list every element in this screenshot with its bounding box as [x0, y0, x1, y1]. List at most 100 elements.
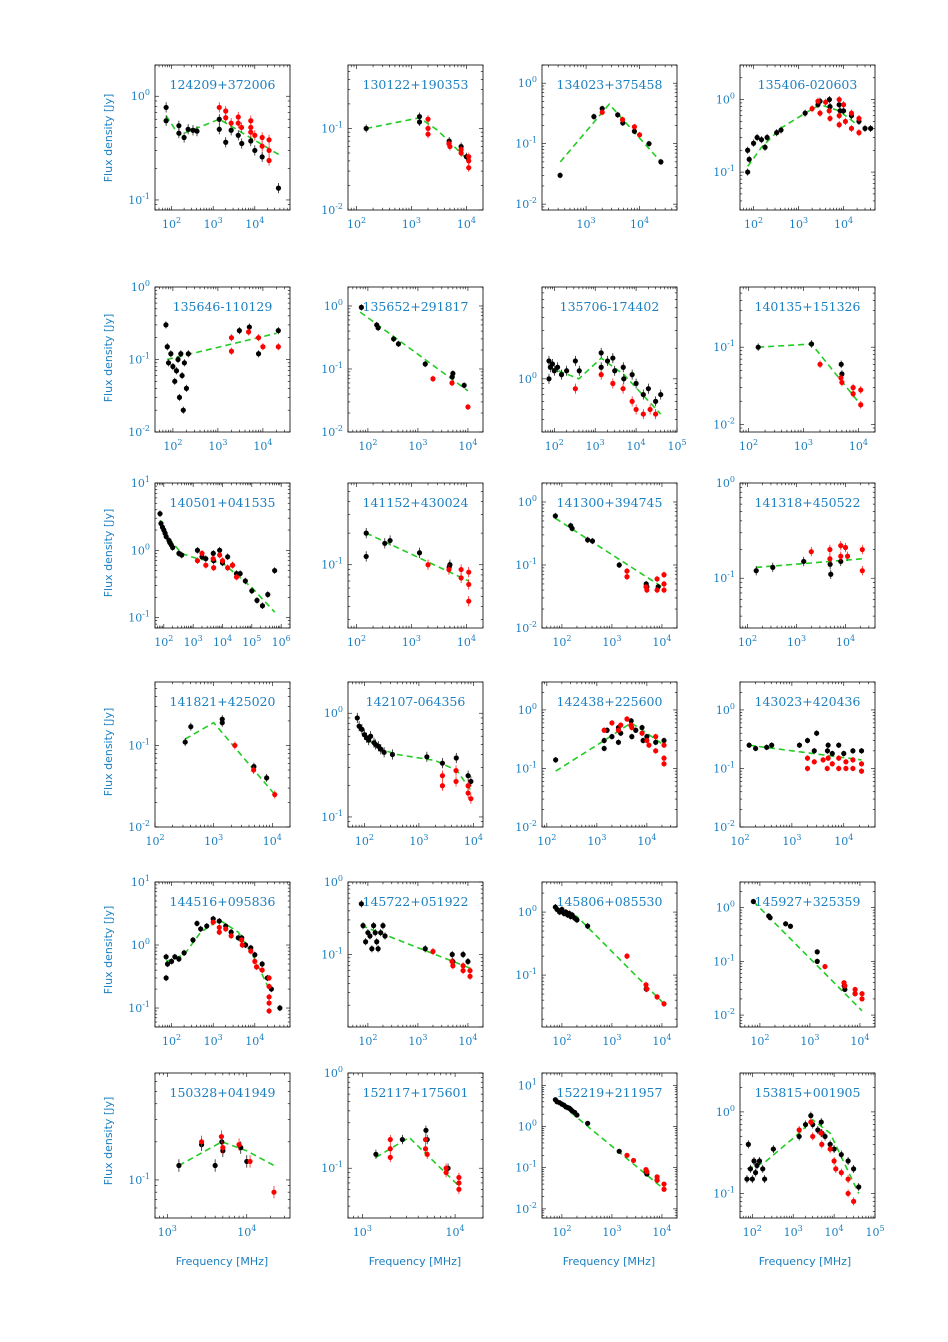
panel-4-point-black — [750, 140, 757, 146]
panel-19-ytick-label: 10-1 — [515, 967, 537, 982]
panel-4-point-red — [856, 130, 862, 136]
panel-9-point-black — [210, 550, 216, 556]
panel-18-point-black — [449, 951, 455, 958]
panel-7-point-black — [564, 368, 570, 374]
panel-10-xtick-label: 103 — [402, 634, 421, 649]
panel-17-point-black — [164, 961, 171, 967]
panel-5-point-black — [173, 368, 180, 374]
panel-9-ytick-label: 10-1 — [128, 610, 150, 625]
panel-12-point-red — [827, 556, 833, 562]
panel-7-data — [546, 347, 664, 420]
panel-1-xtick-label: 103 — [204, 216, 223, 231]
panel-15-point-black — [640, 737, 646, 744]
panel-17-point-red — [266, 994, 272, 1000]
panel-1-point-black — [275, 185, 282, 191]
panel-16-data — [746, 730, 865, 775]
panel-3-point-black — [658, 159, 664, 165]
panel-17-xtick-label: 103 — [204, 1033, 223, 1048]
panel-16-point-red — [843, 765, 849, 772]
panel-12-xtick-label: 103 — [787, 634, 806, 649]
panel-8-point-red — [858, 387, 864, 393]
panel-10-xtick-label: 102 — [347, 634, 366, 649]
panel-5-ytick-label: 10-2 — [128, 424, 150, 439]
panel-15-point-red — [661, 761, 667, 767]
panel-6-xtick-label: 103 — [408, 438, 427, 453]
panel-16-point-red — [858, 768, 865, 774]
panel-1-point-black — [176, 123, 182, 129]
panel-21-title: 150328+041949 — [170, 1085, 276, 1100]
panel-18-point-black — [372, 930, 378, 936]
panel-17-xtick-label: 104 — [245, 1033, 264, 1048]
panel-3-point-black — [646, 141, 652, 147]
panel-15-point-red — [639, 730, 645, 736]
panel-6-ticks — [347, 286, 484, 433]
panel-11-ytick-label: 10-1 — [515, 557, 537, 572]
panel-22-ticks — [347, 1072, 484, 1219]
panel-14-xtick-label: 103 — [409, 833, 428, 848]
panel-17-point-black — [204, 923, 210, 929]
panel-10-point-red — [458, 575, 464, 581]
panel-23-xtick-label: 102 — [552, 1224, 571, 1239]
panel-14-point-black — [465, 773, 471, 779]
panel-16: 102 103 104 10-2 10-1 100 143023+420436 — [713, 681, 876, 848]
panel-2-point-red — [425, 116, 431, 122]
panel-5-ticks — [154, 286, 291, 433]
panel-1-ytick-label: 100 — [131, 88, 150, 103]
panel-6-point-red — [449, 380, 455, 386]
panel-5-point-black — [172, 378, 178, 384]
panel-15-point-black — [628, 718, 634, 724]
panel-19-point-red — [661, 1001, 667, 1007]
panel-21-point-red — [247, 1158, 253, 1165]
panel-8-frame — [739, 286, 876, 433]
panel-15-frame — [541, 681, 678, 828]
panel-12-point-red — [838, 543, 844, 549]
panel-1-point-black — [223, 139, 229, 145]
panel-15-point-black — [644, 734, 650, 740]
panel-1-xtick-label: 104 — [245, 216, 264, 231]
panel-24-point-black — [856, 1184, 862, 1190]
panel-4-point-black — [745, 169, 751, 175]
panel-3-point-black — [591, 114, 597, 120]
panel-14-ytick-label: 100 — [324, 705, 343, 720]
panel-10-frame — [347, 482, 484, 629]
panel-16-xtick-label: 103 — [782, 833, 801, 848]
panel-1-point-black — [252, 147, 258, 154]
panel-18-xtick-label: 103 — [408, 1033, 427, 1048]
panel-21-ytick-label: 10-1 — [128, 1172, 150, 1187]
panel-9-point-black — [217, 547, 223, 553]
panel-20-ytick-label: 10-1 — [713, 953, 735, 968]
panel-17-point-red — [216, 924, 222, 931]
panel-19-xtick-label: 104 — [652, 1033, 671, 1048]
panel-2-xtick-label: 104 — [457, 216, 476, 231]
panel-7-ticks — [541, 286, 678, 433]
panel-14-point-red — [439, 773, 446, 779]
panel-7-point-black — [551, 368, 557, 374]
panel-17-point-red — [252, 958, 258, 964]
panel-14-point-red — [439, 783, 446, 789]
panel-15-ytick-label: 10-1 — [515, 760, 537, 775]
panel-24-point-black — [754, 1162, 760, 1169]
panel-21-point-black — [176, 1162, 182, 1169]
panel-11-xtick-label: 104 — [652, 634, 671, 649]
panel-16-point-red — [850, 765, 856, 772]
panel-12-point-black — [753, 568, 759, 574]
panel-17-xtick-label: 102 — [162, 1033, 181, 1048]
panel-9-point-black — [265, 591, 271, 598]
panel-8-point-black — [838, 361, 844, 367]
panel-10-xtick-label: 104 — [457, 634, 476, 649]
panel-12-point-red — [859, 568, 865, 574]
panel-20-point-black — [787, 923, 794, 929]
panel-5-data — [163, 321, 281, 414]
panel-12-point-red — [844, 553, 851, 559]
panel-6-xtick-label: 104 — [458, 438, 477, 453]
panel-11-point-red — [624, 574, 630, 580]
panel-3-point-black — [599, 106, 605, 112]
panel-3: 103 104 10-2 10-1 100 134023+375458 — [515, 64, 678, 231]
panel-14-point-black — [424, 754, 430, 760]
panel-16-point-black — [850, 748, 856, 754]
panel-7-point-red — [640, 411, 646, 417]
panel-6-xtick-label: 102 — [358, 438, 377, 453]
panel-12-point-red — [838, 553, 844, 559]
panel-19: 102 103 104 10-1 100 145806+085530 — [515, 881, 678, 1048]
panel-17-data — [163, 915, 283, 1015]
